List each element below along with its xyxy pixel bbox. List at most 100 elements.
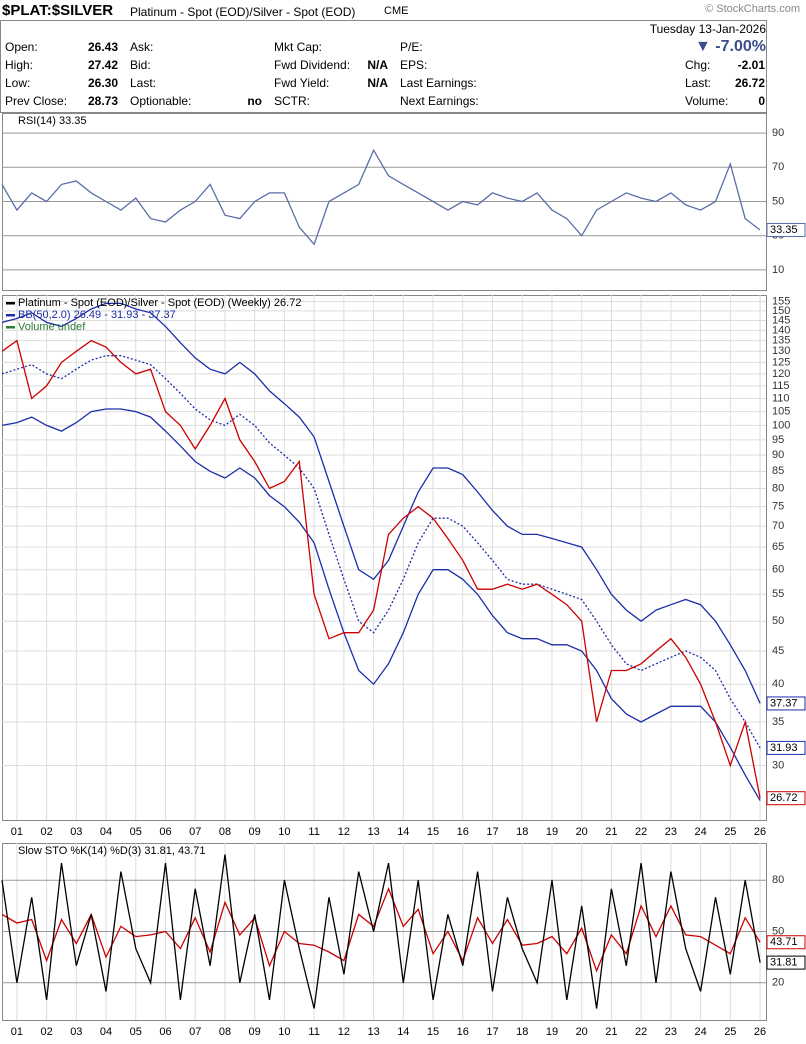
last-value-box bbox=[766, 935, 806, 950]
series-line bbox=[1, 355, 761, 749]
y-tick-label: 145 bbox=[772, 314, 790, 326]
field-value: no bbox=[247, 94, 262, 108]
y-tick-label: 100 bbox=[772, 419, 790, 431]
x-tick-label: 24 bbox=[694, 826, 706, 838]
y-tick-label: 150 bbox=[772, 305, 790, 317]
legend-swatch bbox=[6, 326, 15, 329]
x-tick-label: 19 bbox=[546, 826, 558, 838]
x-tick-label: 04 bbox=[100, 1026, 112, 1038]
x-tick-label: 18 bbox=[516, 826, 528, 838]
field-value: 0 bbox=[758, 94, 765, 108]
y-tick-label: 50 bbox=[772, 925, 784, 937]
field-label: Prev Close: bbox=[5, 94, 68, 108]
field-value: -2.01 bbox=[737, 58, 765, 72]
field-label: P/E: bbox=[400, 40, 423, 54]
y-tick-label: 125 bbox=[772, 356, 790, 368]
y-tick-label: 140 bbox=[772, 324, 790, 336]
x-tick-label: 20 bbox=[576, 1026, 588, 1038]
x-tick-label: 08 bbox=[219, 826, 231, 838]
field-value: N/A bbox=[367, 58, 388, 72]
y-tick-label: 75 bbox=[772, 501, 784, 513]
field-label: EPS: bbox=[400, 58, 428, 72]
field-value: 27.42 bbox=[87, 58, 118, 72]
field-label: Bid: bbox=[130, 58, 151, 72]
x-tick-label: 19 bbox=[546, 1026, 558, 1038]
y-tick-label: 80 bbox=[772, 482, 784, 494]
legend-label: BB(50,2.0) 26.49 - 31.93 - 37.37 bbox=[18, 309, 176, 321]
change-pct: ▼ -7.00% bbox=[695, 38, 766, 55]
x-tick-label: 22 bbox=[635, 826, 647, 838]
last-value-label: 31.81 bbox=[770, 957, 798, 969]
last-value-box bbox=[766, 696, 806, 711]
field-label: Last: bbox=[130, 76, 157, 90]
exchange: CME bbox=[384, 5, 409, 17]
last-value-label: 26.72 bbox=[770, 792, 798, 804]
y-tick-label: 105 bbox=[772, 406, 790, 418]
series-line bbox=[1, 339, 761, 799]
last-value-label: 31.93 bbox=[770, 742, 798, 754]
x-tick-label: 05 bbox=[130, 1026, 142, 1038]
x-tick-label: 09 bbox=[249, 1026, 261, 1038]
y-tick-label: 120 bbox=[772, 368, 790, 380]
y-tick-label: 155 bbox=[772, 296, 790, 308]
field-label: SCTR: bbox=[274, 94, 310, 108]
x-tick-label: 10 bbox=[278, 1026, 290, 1038]
y-tick-label: 115 bbox=[772, 380, 790, 392]
x-tick-label: 15 bbox=[427, 1026, 439, 1038]
series-line bbox=[1, 408, 761, 801]
y-tick-label: 110 bbox=[772, 392, 790, 404]
x-tick-label: 07 bbox=[189, 1026, 201, 1038]
x-tick-label: 14 bbox=[397, 826, 409, 838]
x-tick-label: 13 bbox=[367, 826, 379, 838]
field-label: Chg: bbox=[685, 58, 711, 72]
x-tick-label: 10 bbox=[278, 826, 290, 838]
x-tick-label: 15 bbox=[427, 826, 439, 838]
x-tick-label: 25 bbox=[724, 826, 736, 838]
x-tick-label: 03 bbox=[70, 1026, 82, 1038]
y-tick-label: 65 bbox=[772, 541, 784, 553]
y-tick-label: 60 bbox=[772, 564, 784, 576]
x-tick-label: 03 bbox=[70, 826, 82, 838]
last-value-label: 33.35 bbox=[770, 224, 798, 236]
y-tick-label: 50 bbox=[772, 615, 784, 627]
description: Platinum - Spot (EOD)/Silver - Spot (EOD… bbox=[130, 5, 356, 19]
field-value: N/A bbox=[367, 76, 388, 90]
field-label: Mkt Cap: bbox=[274, 40, 323, 54]
panel-title: RSI(14) 33.35 bbox=[18, 115, 86, 127]
y-tick-label: 10 bbox=[772, 264, 784, 276]
field-label: Fwd Dividend: bbox=[274, 58, 351, 72]
field-value: 26.72 bbox=[734, 76, 765, 90]
field-value: 26.30 bbox=[87, 76, 118, 90]
x-tick-label: 21 bbox=[605, 826, 617, 838]
legend-swatch bbox=[6, 302, 15, 305]
last-value-box bbox=[766, 740, 806, 755]
x-tick-label: 17 bbox=[486, 1026, 498, 1038]
x-tick-label: 22 bbox=[635, 1026, 647, 1038]
x-tick-label: 26 bbox=[754, 1026, 766, 1038]
x-tick-label: 06 bbox=[159, 1026, 171, 1038]
y-tick-label: 95 bbox=[772, 434, 784, 446]
field-label: Volume: bbox=[685, 94, 729, 108]
last-value-label: 43.71 bbox=[770, 936, 798, 948]
field-label: Ask: bbox=[130, 40, 154, 54]
legend-label: Platinum - Spot (EOD)/Silver - Spot (EOD… bbox=[18, 297, 301, 309]
x-tick-label: 16 bbox=[457, 826, 469, 838]
field-label: High: bbox=[5, 58, 34, 72]
y-tick-label: 70 bbox=[772, 520, 784, 532]
x-tick-label: 16 bbox=[457, 1026, 469, 1038]
y-tick-label: 70 bbox=[772, 161, 784, 173]
series-line bbox=[1, 887, 761, 973]
y-tick-label: 45 bbox=[772, 645, 784, 657]
field-label: Last: bbox=[685, 76, 712, 90]
x-tick-label: 25 bbox=[724, 1026, 736, 1038]
x-tick-label: 01 bbox=[11, 826, 23, 838]
series-line bbox=[1, 854, 761, 1009]
x-tick-label: 02 bbox=[40, 826, 52, 838]
x-tick-label: 24 bbox=[694, 1026, 706, 1038]
y-tick-label: 85 bbox=[772, 465, 784, 477]
field-label: Next Earnings: bbox=[400, 94, 479, 108]
field-label: Fwd Yield: bbox=[274, 76, 330, 90]
date: Tuesday 13-Jan-2026 bbox=[649, 22, 766, 36]
field-label: Last Earnings: bbox=[400, 76, 477, 90]
x-tick-label: 17 bbox=[486, 826, 498, 838]
